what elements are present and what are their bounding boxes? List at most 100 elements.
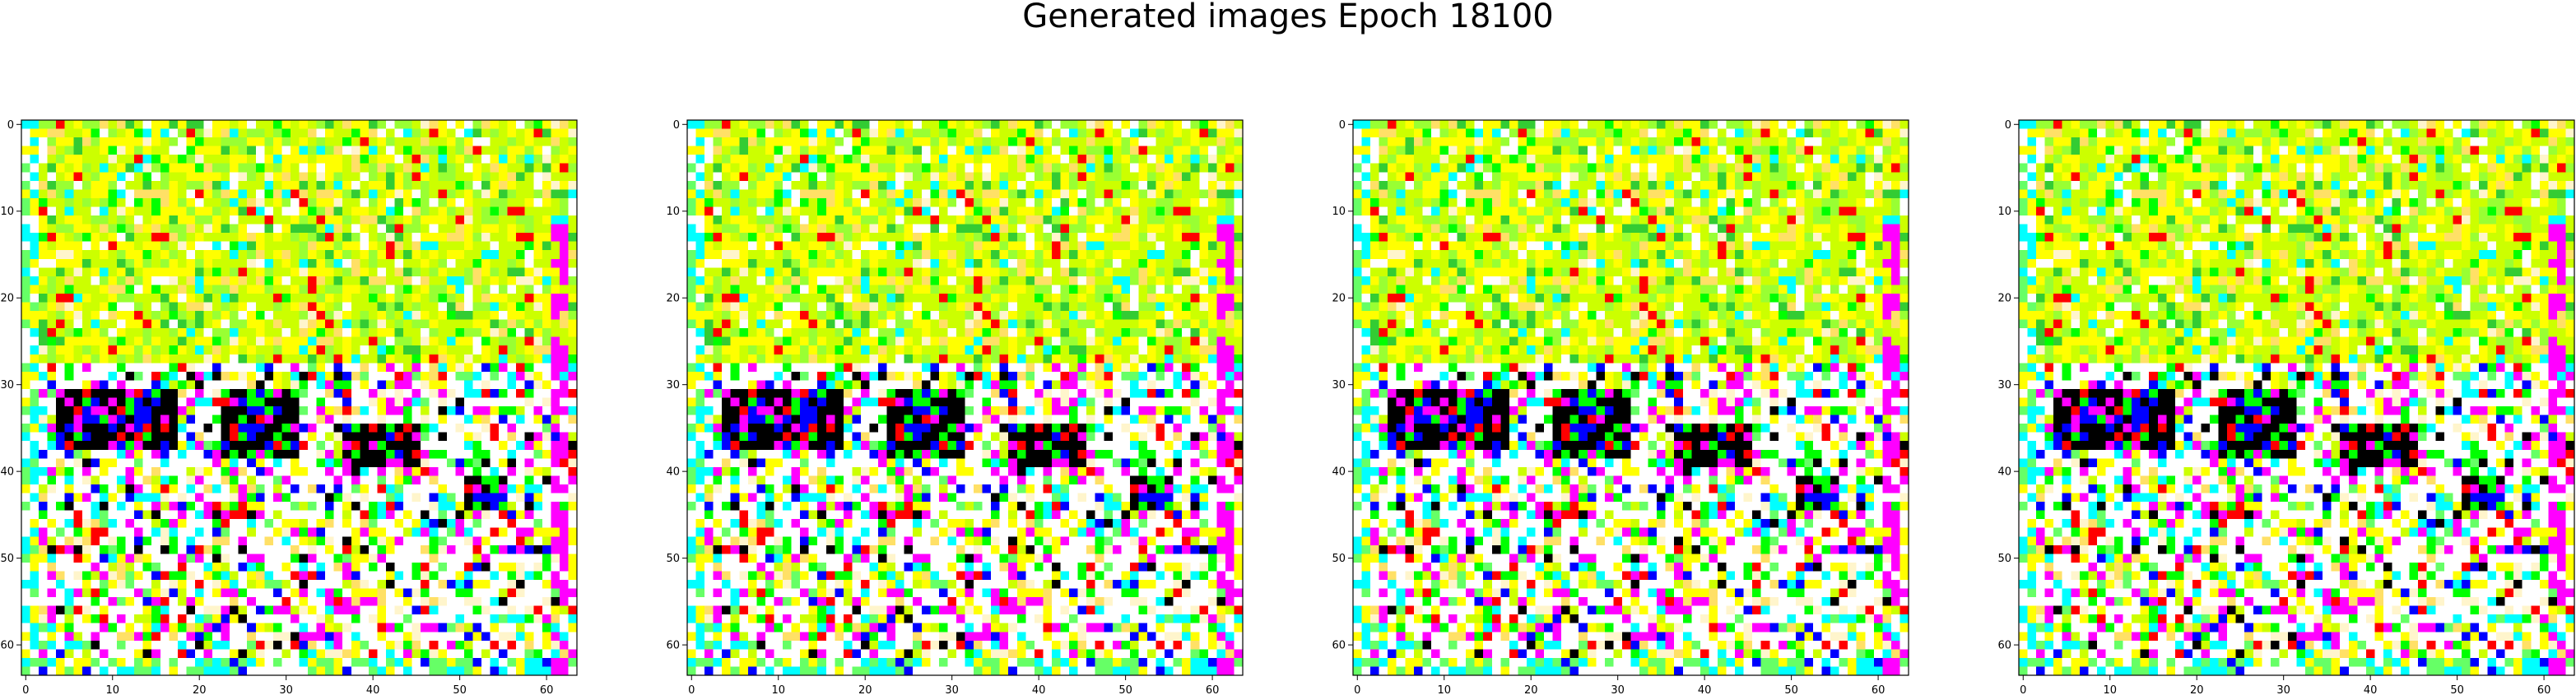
image-pixel [169,128,179,138]
image-pixel [385,510,395,520]
image-pixel [991,172,1001,182]
image-pixel [342,510,352,520]
image-pixel [30,319,40,329]
image-pixel [490,380,500,390]
image-pixel [316,441,326,451]
image-pixel [247,146,257,155]
image-pixel [559,285,569,294]
image-pixel [39,285,49,294]
image-pixel [516,267,526,277]
image-pixel [230,640,239,650]
image-pixel [412,519,421,529]
image-pixel [186,397,196,407]
image-pixel [1182,215,1192,225]
image-pixel [1095,155,1104,164]
image-pixel [516,649,526,659]
image-pixel [117,449,126,459]
image-pixel [886,197,896,207]
image-pixel [455,579,465,589]
image-pixel [542,146,551,155]
image-pixel [333,146,343,155]
image-pixel [281,336,291,346]
image-pixel [47,466,57,476]
image-pixel [91,345,100,355]
image-pixel [533,623,543,632]
image-pixel [160,649,170,659]
image-pixel [869,180,879,190]
image-pixel [316,484,326,493]
image-pixel [221,224,230,234]
image-pixel [377,579,387,589]
image-pixel [783,155,792,164]
image-pixel [56,614,66,624]
image-pixel [739,120,749,129]
image-pixel [1077,224,1087,234]
image-pixel [21,424,30,433]
image-pixel [117,276,126,285]
image-pixel [194,554,204,563]
image-pixel [264,206,274,216]
image-pixel [1165,137,1174,147]
image-pixel [542,657,551,667]
image-pixel [39,345,49,355]
image-pixel [1138,172,1148,182]
image-pixel [446,189,456,199]
image-pixel [290,363,300,373]
image-pixel [835,172,844,182]
image-pixel [99,605,109,615]
image-pixel [1104,155,1114,164]
image-pixel [342,354,352,364]
image-pixel [30,544,40,554]
image-pixel [39,388,49,398]
image-pixel [64,657,74,667]
image-pixel [108,562,118,572]
image-pixel [186,328,196,338]
image-pixel [1095,128,1104,138]
image-pixel [151,502,161,512]
image-pixel [463,258,473,268]
image-pixel [194,449,204,459]
image-pixel [81,354,91,364]
image-pixel [446,519,456,529]
image-pixel [151,527,161,537]
image-pixel [151,380,161,390]
image-pixel [913,215,923,225]
image-pixel [1008,215,1018,225]
image-pixel [186,285,196,294]
image-pixel [325,415,335,424]
image-pixel [524,336,534,346]
image-pixel [559,527,569,537]
image-pixel [385,224,395,234]
image-pixel [108,458,118,468]
image-pixel [455,519,465,529]
image-pixel [177,562,187,572]
image-pixel [212,614,221,624]
image-pixel [108,632,118,642]
image-pixel [125,371,135,381]
image-pixel [947,146,957,155]
image-pixel [860,224,870,234]
image-pixel [446,224,456,234]
image-pixel [272,466,282,476]
image-pixel [722,224,732,234]
image-pixel [551,215,560,225]
image-pixel [1234,172,1244,182]
image-pixel [186,302,196,312]
image-pixel [21,579,30,589]
image-pixel [221,146,230,155]
image-pixel [368,605,378,615]
image-pixel [342,363,352,373]
image-pixel [134,432,144,442]
image-pixel [160,241,170,251]
image-pixel [281,155,291,164]
image-pixel [151,554,161,563]
image-pixel [956,189,965,199]
image-pixel [221,354,230,364]
image-pixel [412,163,421,173]
image-pixel [568,406,578,415]
image-pixel [255,406,265,415]
image-pixel [1069,155,1079,164]
image-pixel [186,579,196,589]
image-pixel [412,250,421,260]
image-pixel [151,519,161,529]
